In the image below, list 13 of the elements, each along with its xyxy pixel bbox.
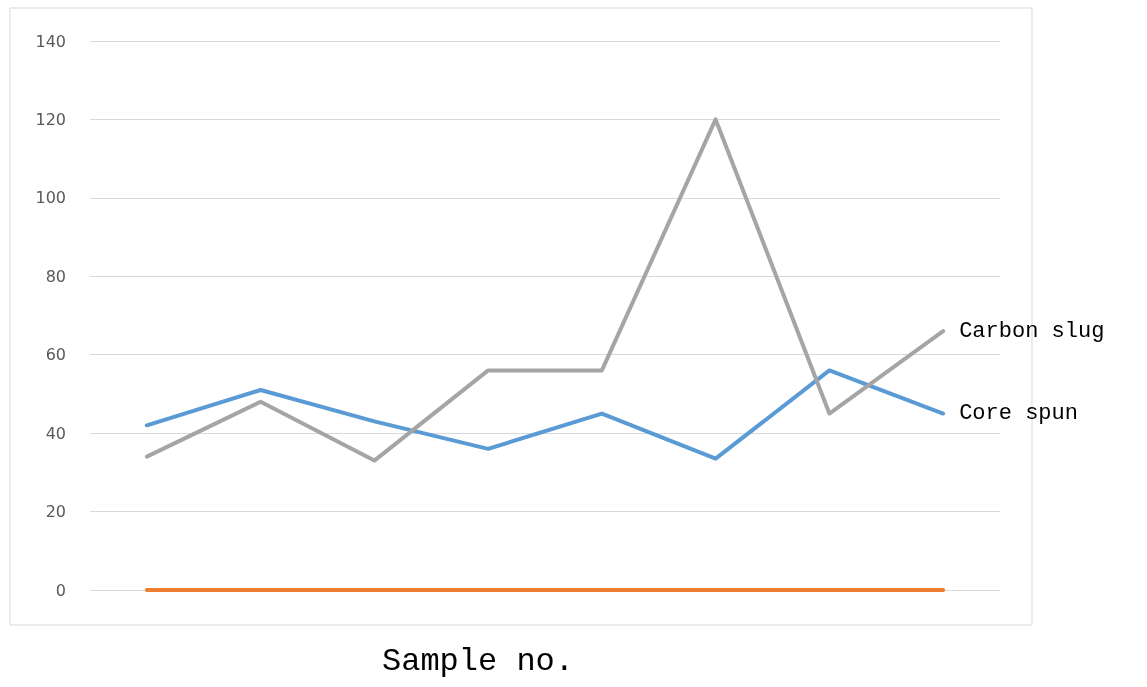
y-tick-label: 60 [45,345,66,365]
y-tick-label: 80 [45,266,66,286]
series-label: Core spun [959,401,1078,427]
line-series [144,368,946,461]
series-label: Carbon slug [959,318,1105,344]
y-tick-label: 100 [35,188,66,208]
y-tick-label: 140 [35,31,66,51]
y-tick-label: 40 [45,423,66,443]
y-tick-label: 20 [45,502,66,522]
y-tick-label: 120 [35,109,66,129]
x-axis-title: Sample no. [381,642,575,680]
line-series [144,117,946,463]
y-tick-label: 0 [55,580,66,600]
